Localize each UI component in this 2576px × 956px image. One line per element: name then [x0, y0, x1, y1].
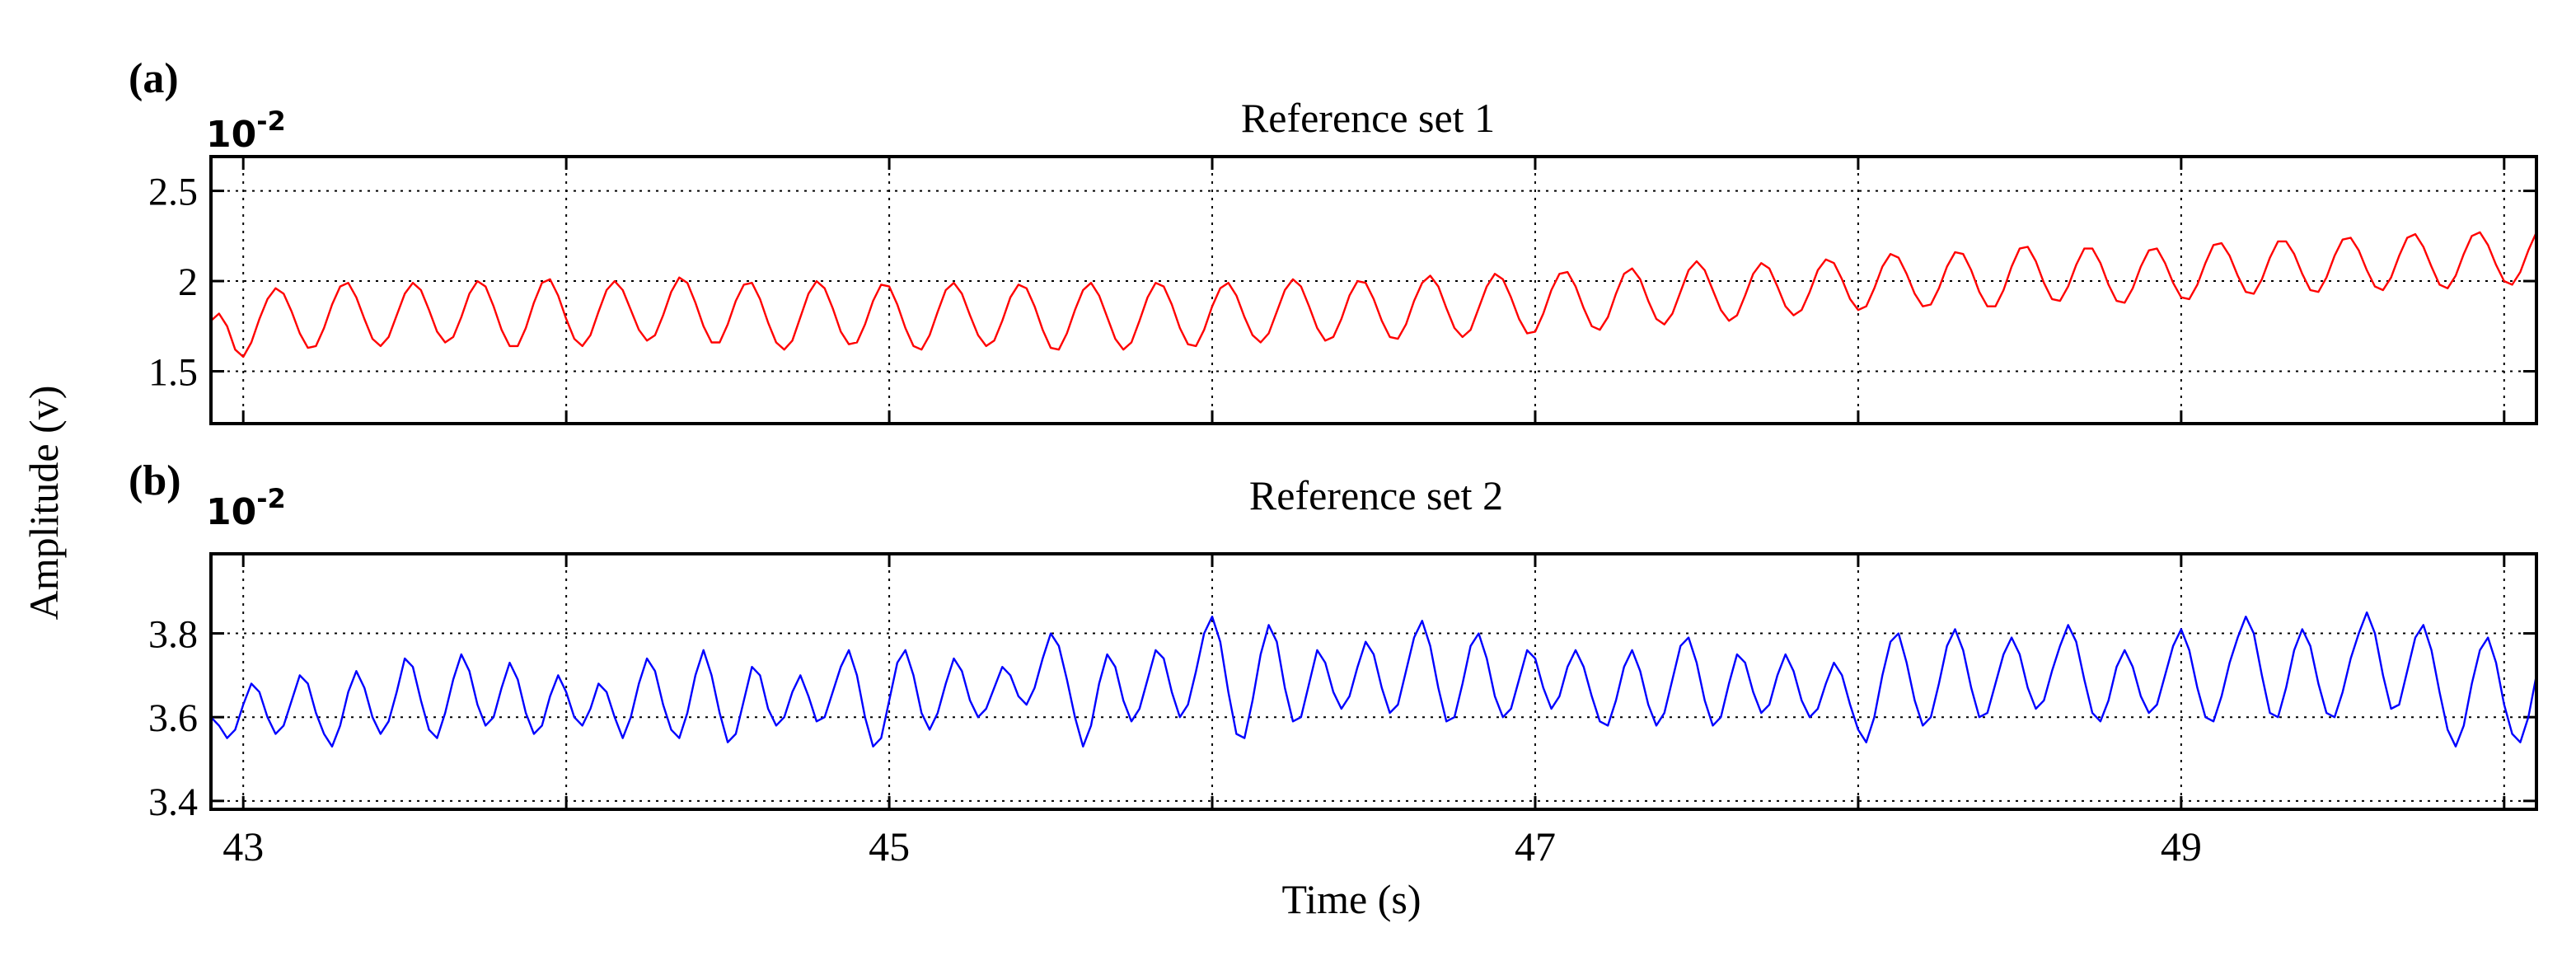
panel-a: (a) 10-2 Reference set 1 1.5 2 2.5: [129, 55, 2538, 425]
panel-b-label: (b): [129, 457, 181, 504]
panel-b-x-ticks: 43 45 47 49: [222, 823, 2202, 869]
panel-b-x-tick-label: 43: [222, 823, 264, 869]
panel-b-exponent-power: -2: [256, 483, 286, 514]
panel-b-title: Reference set 2: [1249, 472, 1503, 518]
shared-y-axis-label: Amplitude (v): [21, 386, 67, 621]
panel-a-series: [210, 224, 2538, 358]
panel-a-grid: [211, 157, 2536, 424]
panel-a-axes-frame: [209, 155, 2538, 425]
panel-b-axes-frame: [209, 552, 2538, 811]
panel-b-exponent-base: 10: [206, 491, 256, 533]
panel-b-series: [210, 611, 2538, 765]
panel-b-x-tick-label: 49: [2161, 823, 2202, 869]
panel-b-x-tick-label: 47: [1515, 823, 1556, 869]
panel-b-y-ticks: 3.4 3.6 3.8: [148, 613, 198, 824]
panel-a-exponent: 10-2: [206, 105, 286, 156]
panel-b-exponent: 10-2: [206, 483, 286, 533]
panel-a-y-tick-label: 1.5: [148, 351, 198, 395]
panel-b-y-tick-label: 3.8: [148, 613, 198, 657]
panel-a-y-tick-label: 2.5: [148, 171, 198, 214]
panel-b-series-line: [210, 611, 2538, 765]
panel-b-y-tick-label: 3.6: [148, 696, 198, 740]
panel-b-y-tick-label: 3.4: [148, 780, 198, 824]
panel-a-title: Reference set 1: [1241, 95, 1495, 141]
panel-b-x-tick-label: 45: [869, 823, 910, 869]
panel-a-y-tick-label: 2: [178, 260, 198, 304]
panel-a-series-line: [210, 224, 2538, 358]
panel-b: (b) 10-2 Reference set 2 3.43.63.8 43 45 4…: [129, 457, 2538, 869]
x-axis-label: Time (s): [1281, 876, 1421, 922]
panel-a-label: (a): [129, 55, 179, 102]
panel-b-grid: [211, 554, 2536, 809]
panel-a-exponent-power: -2: [256, 105, 286, 137]
panel-a-exponent-base: 10: [206, 114, 256, 156]
panel-a-y-ticks: 1.5 2 2.5: [148, 171, 198, 395]
